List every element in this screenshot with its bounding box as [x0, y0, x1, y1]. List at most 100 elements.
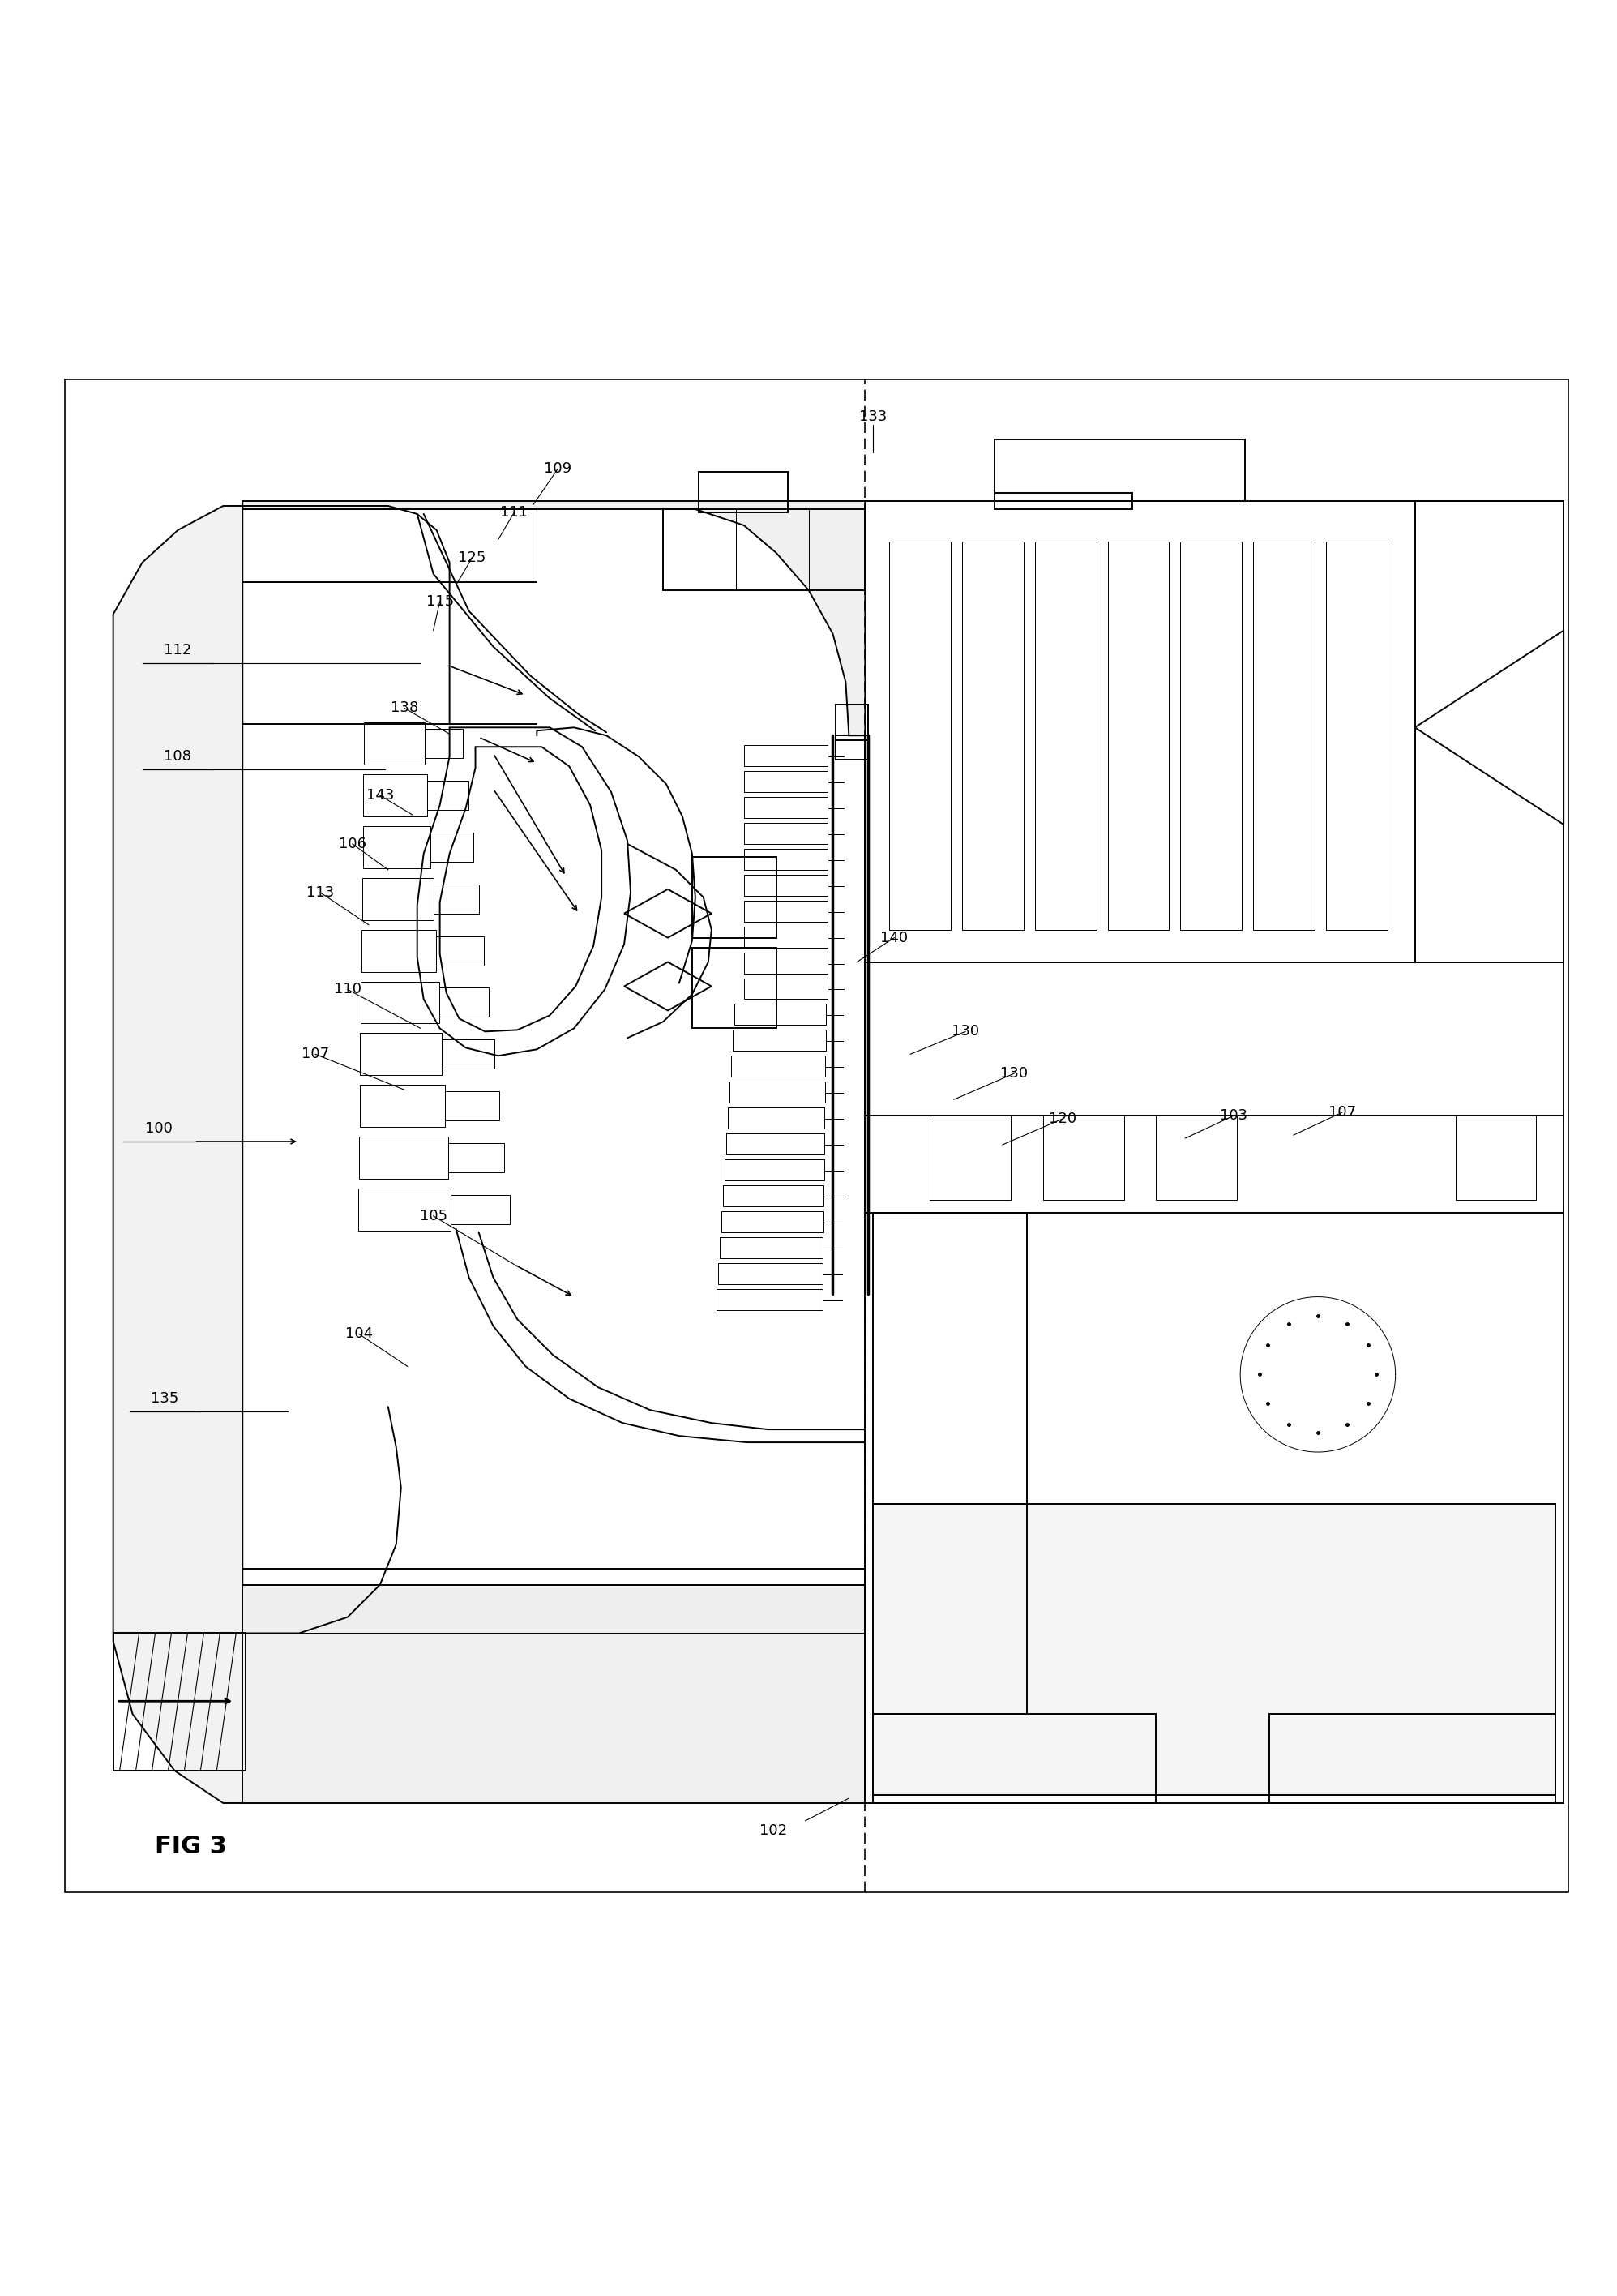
Bar — [1253, 542, 1315, 930]
Bar — [699, 473, 787, 512]
Bar — [362, 930, 437, 971]
Bar — [1180, 542, 1242, 930]
Bar — [451, 1194, 509, 1224]
Bar — [359, 1137, 448, 1178]
Bar — [445, 1091, 500, 1120]
Text: 105: 105 — [419, 1208, 448, 1224]
Bar — [962, 542, 1024, 930]
Bar — [1156, 1116, 1237, 1201]
Text: 130: 130 — [999, 1065, 1028, 1081]
Bar — [724, 1159, 825, 1180]
Bar — [718, 1263, 823, 1283]
Bar — [873, 1212, 1027, 1504]
Polygon shape — [243, 501, 865, 735]
Bar — [448, 1143, 505, 1173]
Text: 138: 138 — [390, 700, 419, 716]
Bar — [361, 980, 440, 1024]
Text: 100: 100 — [146, 1120, 171, 1137]
Bar — [441, 1040, 495, 1068]
Text: 143: 143 — [365, 788, 395, 804]
Bar — [716, 1288, 823, 1309]
Text: 104: 104 — [344, 1327, 374, 1341]
Bar — [744, 875, 828, 895]
Bar — [889, 542, 951, 930]
Bar — [1326, 542, 1387, 930]
Bar — [1108, 542, 1169, 930]
Text: 130: 130 — [951, 1024, 980, 1038]
Text: 112: 112 — [163, 643, 192, 657]
Bar — [364, 774, 427, 817]
Text: 115: 115 — [425, 595, 454, 608]
Text: 108: 108 — [163, 748, 192, 765]
Polygon shape — [113, 505, 243, 1802]
Text: 111: 111 — [500, 505, 529, 519]
Bar — [726, 1134, 825, 1155]
Bar — [425, 730, 462, 758]
Bar — [364, 723, 425, 765]
Bar — [734, 1003, 826, 1024]
Bar — [243, 1632, 865, 1802]
Bar — [744, 850, 828, 870]
Bar — [744, 822, 828, 845]
Bar — [433, 884, 479, 914]
Bar — [744, 746, 828, 767]
Text: 120: 120 — [1048, 1111, 1077, 1125]
Polygon shape — [243, 1584, 865, 1639]
Bar — [873, 1715, 1156, 1802]
Bar — [836, 735, 868, 760]
Bar — [865, 962, 1564, 1802]
Text: 110: 110 — [333, 983, 362, 996]
Bar — [720, 1238, 823, 1258]
Bar — [744, 900, 828, 921]
Bar — [361, 1033, 441, 1075]
Text: 107: 107 — [301, 1047, 330, 1061]
Text: FIG 3: FIG 3 — [155, 1835, 226, 1857]
Bar — [362, 827, 430, 868]
Bar — [113, 1632, 246, 1770]
Text: 125: 125 — [458, 551, 487, 565]
Text: 135: 135 — [150, 1391, 179, 1405]
Bar — [427, 781, 469, 810]
Bar — [930, 1116, 1011, 1201]
Bar — [733, 1031, 826, 1052]
Text: 106: 106 — [338, 836, 367, 852]
Bar — [721, 1210, 823, 1233]
Bar — [873, 1504, 1027, 1715]
Bar — [440, 987, 488, 1017]
Bar — [359, 1086, 445, 1127]
Bar — [744, 771, 828, 792]
Bar — [744, 797, 828, 817]
Bar — [994, 439, 1245, 501]
Bar — [243, 510, 537, 581]
Bar — [430, 833, 474, 861]
Bar — [692, 856, 776, 937]
Bar — [1035, 542, 1096, 930]
Bar — [728, 1107, 825, 1130]
Bar — [437, 937, 483, 964]
Bar — [359, 1189, 451, 1231]
Bar — [731, 1056, 825, 1077]
Bar — [836, 705, 868, 739]
Text: 102: 102 — [758, 1823, 787, 1837]
Bar — [865, 501, 1564, 962]
Bar — [1455, 1116, 1536, 1201]
Bar — [994, 494, 1132, 510]
Bar — [1269, 1715, 1556, 1802]
Text: 103: 103 — [1219, 1109, 1248, 1123]
Bar — [692, 948, 776, 1029]
Text: 133: 133 — [859, 409, 888, 425]
Text: 109: 109 — [543, 461, 572, 475]
Bar — [873, 1504, 1556, 1795]
Text: 140: 140 — [880, 930, 909, 946]
Bar — [723, 1185, 823, 1205]
Bar — [729, 1081, 825, 1102]
Bar — [362, 877, 433, 921]
Text: 113: 113 — [306, 886, 335, 900]
Bar — [663, 510, 865, 590]
Bar — [744, 978, 828, 999]
Bar — [744, 925, 828, 948]
Bar — [1415, 501, 1564, 962]
Text: 107: 107 — [1328, 1104, 1357, 1120]
Bar — [1043, 1116, 1124, 1201]
Bar — [744, 953, 828, 974]
